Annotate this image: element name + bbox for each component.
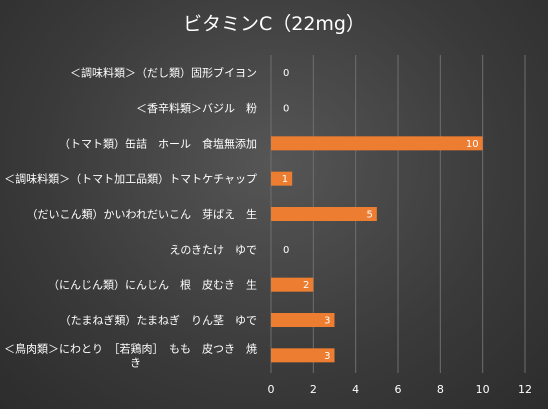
x-tick-label: 0 [268, 383, 275, 396]
data-label: 0 [283, 68, 289, 79]
bar [271, 136, 483, 151]
category-label: （だいこん類）かいわれだいこん 芽ばえ 生 [27, 207, 257, 221]
bars: 0 0 10 1 5 0 2 3 3 [271, 68, 483, 363]
x-tick-label: 10 [476, 383, 490, 396]
category-label: ＜調味料類＞（だし類）固形ブイヨン [70, 66, 257, 80]
x-tick-label: 2 [310, 383, 317, 396]
bar [271, 313, 335, 327]
x-tick-label: 6 [395, 383, 402, 396]
category-label: （にんじん類）にんじん 根 皮むき 生 [48, 278, 257, 292]
bar [271, 277, 314, 292]
data-label: 5 [366, 210, 372, 221]
category-label: えのきたけ ゆで [169, 243, 257, 256]
chart-title: ビタミンC（22mg） [183, 13, 365, 35]
category-label: （トマト類）缶詰 ホール 食塩無添加 [59, 136, 257, 150]
x-tick-labels: 0 2 4 6 8 10 12 [268, 383, 533, 396]
data-label: 0 [283, 104, 289, 115]
data-label: 10 [466, 139, 479, 150]
category-label: ＜鳥肉類＞にわとり ［若鶏肉］ もも 皮つき 焼き [4, 341, 257, 369]
category-labels: ＜調味料類＞（だし類）固形ブイヨン ＜香辛料類＞バジル 粉 （トマト類）缶詰 ホール… [4, 66, 257, 370]
data-label: 3 [324, 351, 330, 362]
data-label: 1 [282, 174, 288, 185]
bar [271, 171, 293, 186]
bar [271, 348, 335, 363]
category-label: ＜香辛料類＞バジル 粉 [136, 101, 257, 115]
bar [271, 207, 377, 221]
data-label: 3 [324, 316, 330, 327]
x-tick-label: 12 [518, 383, 532, 396]
category-label: ＜調味料類＞（トマト加工品類）トマトケチャップ [4, 172, 257, 186]
data-label: 0 [283, 245, 289, 256]
x-tick-label: 4 [352, 383, 359, 396]
category-label: （たまねぎ類）たまねぎ りん茎 ゆで [60, 313, 257, 327]
data-label: 2 [303, 280, 309, 291]
x-tick-label: 8 [437, 383, 444, 396]
